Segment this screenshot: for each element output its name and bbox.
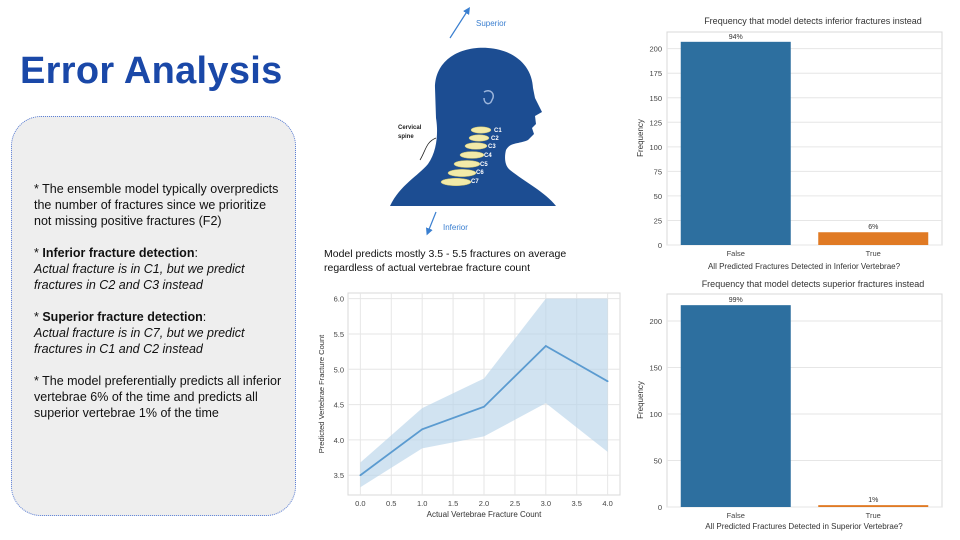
y-axis-label: Predicted Vertebrae Fracture Count bbox=[317, 334, 326, 453]
bullet-2-prefix: * bbox=[34, 246, 43, 260]
vertebrae-labels: C1 C2 C3 C4 C5 C6 C7 bbox=[471, 128, 502, 185]
y-tick-label: 50 bbox=[654, 456, 662, 465]
bullet-2-heading: Inferior fracture detection bbox=[42, 246, 195, 260]
bar-true bbox=[818, 232, 929, 245]
data-point bbox=[544, 345, 547, 347]
spine-diagram: Superior Inferior Cervical spine C1 C2 C… bbox=[390, 6, 556, 236]
x-axis-label: All Predicted Fractures Detected in Supe… bbox=[705, 522, 903, 531]
x-axis-label: Actual Vertebrae Fracture Count bbox=[427, 510, 543, 519]
x-tick-label: 3.5 bbox=[572, 499, 582, 508]
inferior-frequency-chart: Frequency that model detects inferior fr… bbox=[636, 16, 943, 271]
bullet-4: * The model preferentially predicts all … bbox=[34, 373, 285, 421]
y-tick-label: 150 bbox=[649, 363, 662, 372]
vertebra-label-c4: C4 bbox=[484, 153, 492, 159]
bullet-3-colon: : bbox=[202, 310, 207, 324]
chart-title: Frequency that model detects inferior fr… bbox=[704, 16, 922, 26]
bullet-1-prefix: * bbox=[34, 182, 43, 196]
ear-icon bbox=[483, 89, 495, 105]
bullet-4-prefix: * bbox=[34, 374, 43, 388]
vertebra-label-c5: C5 bbox=[480, 162, 488, 168]
fracture-count-line-chart: 3.5 4.0 4.5 5.0 5.5 6.0 0.0 0.5 1.0 1.5 2.0 2.5 3.0 3… bbox=[317, 292, 621, 519]
y-tick-label: 200 bbox=[649, 45, 662, 54]
line-series bbox=[359, 298, 609, 488]
y-tick-label: 50 bbox=[654, 192, 662, 201]
x-tick-label: 1.5 bbox=[448, 499, 458, 508]
x-tick-label: 0.0 bbox=[355, 499, 365, 508]
bullet-2-colon: : bbox=[194, 246, 198, 260]
superior-frequency-chart: Frequency that model detects superior fr… bbox=[636, 279, 943, 531]
y-tick-label: 4.5 bbox=[334, 401, 344, 410]
y-tick-label: 4.0 bbox=[334, 436, 344, 445]
data-point bbox=[606, 380, 609, 383]
vertebra-label-c1: C1 bbox=[494, 128, 502, 134]
data-point bbox=[421, 428, 424, 431]
bars: 99% False 1% True bbox=[680, 297, 929, 520]
cervical-label: Cervical bbox=[398, 125, 422, 131]
x-tick-label: 0.5 bbox=[386, 499, 396, 508]
y-tick-label: 25 bbox=[654, 216, 662, 225]
y-tick-label: 6.0 bbox=[334, 295, 344, 304]
x-tick-label: 4.0 bbox=[602, 499, 612, 508]
y-tick-label: 125 bbox=[649, 118, 662, 127]
superior-label: Superior bbox=[476, 19, 507, 28]
bullet-1: * The ensemble model typically overpredi… bbox=[34, 181, 285, 229]
y-axis-label: Frequency bbox=[636, 119, 645, 157]
superior-arrow bbox=[449, 6, 470, 39]
vertebrae-column bbox=[440, 126, 492, 186]
vertebra-label-c6: C6 bbox=[476, 170, 484, 176]
y-tick-label: 0 bbox=[658, 503, 662, 512]
x-tick-label: 2.0 bbox=[479, 499, 489, 508]
bar-false bbox=[680, 305, 791, 507]
y-tick-label: 150 bbox=[649, 94, 662, 103]
bar-true bbox=[818, 505, 929, 507]
bullet-3-prefix: * bbox=[34, 310, 43, 324]
inferior-label: Inferior bbox=[443, 223, 468, 232]
x-tick-label: 1.0 bbox=[417, 499, 427, 508]
y-axis-label: Frequency bbox=[636, 381, 645, 419]
bars: 94% False 6% True bbox=[680, 34, 929, 258]
vertebra-label-c3: C3 bbox=[488, 144, 496, 150]
chart-title: Frequency that model detects superior fr… bbox=[702, 279, 925, 289]
bar-false bbox=[680, 41, 791, 245]
vertebra-label-c7: C7 bbox=[471, 179, 479, 185]
bullet-3-text: Actual fracture is in C7, but we predict… bbox=[34, 326, 245, 356]
y-tick-label: 5.0 bbox=[334, 365, 344, 374]
x-tick-label: False bbox=[727, 511, 745, 520]
slide-title: Error Analysis bbox=[20, 50, 283, 92]
y-tick-label: 100 bbox=[649, 143, 662, 152]
x-tick-label: 3.0 bbox=[541, 499, 551, 508]
bar-value-label: 1% bbox=[868, 497, 878, 504]
y-tick-label: 3.5 bbox=[334, 471, 344, 480]
bullet-1-text: The ensemble model typically overpredict… bbox=[34, 182, 279, 228]
x-tick-label: 2.5 bbox=[510, 499, 520, 508]
bar-value-label: 99% bbox=[729, 297, 743, 304]
data-point bbox=[483, 405, 485, 408]
bullet-4-text: The model preferentially predicts all in… bbox=[34, 374, 282, 420]
y-tick-label: 200 bbox=[649, 317, 662, 326]
x-tick-label: True bbox=[866, 249, 881, 258]
y-tick-label: 75 bbox=[654, 167, 662, 176]
x-tick-label: True bbox=[866, 511, 881, 520]
y-tick-label: 100 bbox=[649, 410, 662, 419]
line-chart-caption: Model predicts mostly 3.5 - 5.5 fracture… bbox=[324, 248, 567, 274]
inferior-arrow bbox=[425, 211, 437, 236]
y-tick-label: 5.5 bbox=[334, 330, 344, 339]
spine-label: spine bbox=[398, 134, 414, 140]
bullet-2-text: Actual fracture is in C1, but we predict… bbox=[34, 262, 245, 292]
y-tick-label: 0 bbox=[658, 241, 662, 250]
head-silhouette bbox=[390, 47, 556, 206]
bar-value-label: 94% bbox=[729, 34, 743, 41]
vertebra-label-c2: C2 bbox=[491, 136, 499, 142]
cervical-pointer bbox=[419, 137, 437, 161]
x-tick-label: False bbox=[727, 249, 745, 258]
bullet-2: * Inferior fracture detection: Actual fra… bbox=[34, 245, 285, 293]
data-point bbox=[359, 474, 362, 477]
y-tick-label: 175 bbox=[649, 69, 662, 78]
x-axis-label: All Predicted Fractures Detected in Infe… bbox=[708, 262, 901, 271]
bar-value-label: 6% bbox=[868, 224, 878, 231]
bullet-3-heading: Superior fracture detection bbox=[42, 310, 203, 324]
bullet-3: * Superior fracture detection: Actual fra… bbox=[34, 309, 285, 357]
notes-box: * The ensemble model typically overpredi… bbox=[11, 116, 296, 516]
